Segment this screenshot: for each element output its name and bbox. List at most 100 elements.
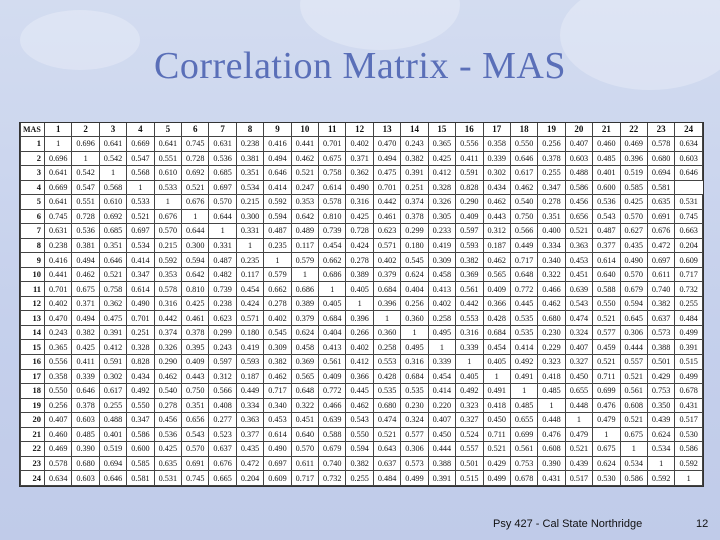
correlation-cell: 0.485 bbox=[509, 397, 539, 414]
correlation-cell: 0.521 bbox=[372, 426, 402, 443]
correlation-cell: 1 bbox=[400, 324, 429, 341]
correlation-cell: 0.750 bbox=[509, 208, 539, 225]
correlation-cell: 0.499 bbox=[482, 470, 511, 486]
row-label: 7 bbox=[20, 223, 45, 239]
correlation-cell: 0.117 bbox=[235, 266, 265, 283]
correlation-cell: 0.617 bbox=[98, 383, 128, 399]
correlation-cell: 0.753 bbox=[646, 383, 676, 399]
correlation-cell: 0.485 bbox=[592, 150, 621, 167]
correlation-cell: 0.591 bbox=[455, 165, 484, 181]
correlation-cell: 0.443 bbox=[181, 368, 210, 385]
correlation-cell: 0.557 bbox=[455, 441, 484, 457]
table-row: 23 0.578 0.680 0.694 0.585 0.635 0.691 0.676 0.4… bbox=[20, 455, 703, 472]
table-row: 10 0.441 0.462 0.521 0.347 0.353 0.642 0.482 0.1… bbox=[20, 266, 703, 283]
correlation-cell: 0.309 bbox=[263, 339, 292, 355]
table-row: 3 0.641 0.542 1 0.568 0.610 0.692 0.685 0.351 0.6… bbox=[20, 165, 703, 181]
correlation-cell: 0.641 bbox=[98, 136, 128, 152]
correlation-cell: 0.579 bbox=[290, 252, 320, 268]
row-label: 11 bbox=[20, 281, 45, 297]
correlation-cell: 0.566 bbox=[208, 383, 237, 399]
correlation-cell: 0.728 bbox=[181, 150, 210, 167]
correlation-cell: 0.454 bbox=[318, 237, 347, 254]
correlation-cell: 0.571 bbox=[235, 310, 265, 326]
correlation-cell: 0.117 bbox=[290, 237, 320, 254]
correlation-cell: 0.530 bbox=[674, 426, 703, 443]
correlation-cell: 0.530 bbox=[592, 470, 621, 486]
correlation-cell: 0.550 bbox=[43, 383, 73, 399]
correlation-cell: 0.521 bbox=[592, 310, 621, 326]
correlation-cell: 0.374 bbox=[400, 194, 429, 210]
correlation-cell: 0.414 bbox=[509, 339, 539, 355]
correlation-cell: 1 bbox=[619, 441, 648, 457]
correlation-cell: 0.485 bbox=[537, 383, 566, 399]
correlation-cell: 0.699 bbox=[509, 426, 539, 443]
correlation-cell: 0.351 bbox=[98, 237, 128, 254]
correlation-cell: 0.810 bbox=[181, 281, 210, 297]
correlation-cell: 0.448 bbox=[564, 397, 594, 414]
column-header: 6 bbox=[181, 123, 210, 137]
correlation-cell: 0.469 bbox=[43, 441, 73, 457]
correlation-cell: 0.536 bbox=[208, 150, 237, 167]
correlation-cell: 0.424 bbox=[345, 237, 374, 254]
correlation-cell: 0.229 bbox=[537, 339, 566, 355]
correlation-cell: 0.369 bbox=[290, 353, 320, 370]
correlation-cell: 0.389 bbox=[290, 295, 320, 312]
correlation-cell: 0.571 bbox=[372, 237, 402, 254]
correlation-cell: 0.561 bbox=[455, 281, 484, 297]
row-label: 19 bbox=[20, 397, 45, 414]
column-header: 24 bbox=[674, 123, 703, 137]
correlation-cell: 0.517 bbox=[674, 412, 703, 428]
correlation-cell: 0.428 bbox=[372, 368, 402, 385]
row-label: 16 bbox=[20, 353, 45, 370]
correlation-cell: 0.578 bbox=[153, 281, 183, 297]
correlation-cell: 0.444 bbox=[427, 441, 457, 457]
correlation-cell: 0.547 bbox=[126, 150, 155, 167]
column-header: 20 bbox=[564, 123, 594, 137]
correlation-cell: 1 bbox=[181, 208, 210, 225]
correlation-cell: 0.441 bbox=[43, 266, 73, 283]
correlation-cell: 0.608 bbox=[537, 441, 566, 457]
table-row: 1 1 0.696 0.641 0.669 0.641 0.745 0.631 0.238 0.4… bbox=[20, 136, 703, 152]
correlation-cell: 0.614 bbox=[126, 281, 155, 297]
correlation-cell: 0.634 bbox=[674, 136, 703, 152]
correlation-cell: 0.451 bbox=[290, 412, 320, 428]
correlation-cell: 0.570 bbox=[208, 194, 237, 210]
correlation-cell: 0.728 bbox=[345, 223, 374, 239]
correlation-cell: 1 bbox=[98, 165, 128, 181]
table-row: 21 0.460 0.485 0.401 0.586 0.536 0.543 0.523 0.3… bbox=[20, 426, 703, 443]
column-header: 11 bbox=[318, 123, 347, 137]
correlation-cell: 0.456 bbox=[153, 412, 183, 428]
correlation-cell: 0.425 bbox=[619, 194, 648, 210]
correlation-cell: 0.235 bbox=[263, 237, 292, 254]
correlation-cell: 0.413 bbox=[318, 339, 347, 355]
correlation-cell: 0.531 bbox=[674, 194, 703, 210]
correlation-cell: 0.694 bbox=[646, 165, 676, 181]
correlation-cell: 0.255 bbox=[537, 165, 566, 181]
correlation-cell: 0.594 bbox=[345, 441, 374, 457]
correlation-cell: 0.491 bbox=[509, 368, 539, 385]
correlation-cell: 0.692 bbox=[98, 208, 128, 225]
correlation-cell: 0.691 bbox=[181, 455, 210, 472]
correlation-cell: 0.642 bbox=[181, 266, 210, 283]
correlation-cell: 0.278 bbox=[263, 295, 292, 312]
correlation-cell: 0.363 bbox=[235, 412, 265, 428]
matrix-corner-label: MAS bbox=[20, 123, 45, 137]
correlation-cell: 0.494 bbox=[71, 252, 100, 268]
correlation-cell: 0.585 bbox=[619, 179, 648, 196]
table-row: 2 0.696 1 0.542 0.547 0.551 0.728 0.536 0.381 0.4… bbox=[20, 150, 703, 167]
correlation-cell: 0.381 bbox=[235, 150, 265, 167]
correlation-cell: 0.623 bbox=[372, 223, 402, 239]
correlation-cell: 0.351 bbox=[181, 397, 210, 414]
correlation-cell: 0.442 bbox=[455, 295, 484, 312]
correlation-cell: 0.479 bbox=[592, 412, 621, 428]
column-header: 8 bbox=[235, 123, 265, 137]
matrix-header: MAS 1 2 3 4 5 6 7 8 9 10 11 12 13 14 15 16 17 18 19 20 21 22 2… bbox=[20, 123, 703, 137]
correlation-cell: 0.425 bbox=[345, 208, 374, 225]
correlation-cell: 0.374 bbox=[153, 324, 183, 341]
correlation-cell: 0.685 bbox=[208, 165, 237, 181]
correlation-cell: 0.323 bbox=[537, 353, 566, 370]
correlation-cell: 0.565 bbox=[290, 368, 320, 385]
correlation-cell: 0.828 bbox=[126, 353, 155, 370]
correlation-cell: 0.581 bbox=[646, 179, 676, 196]
correlation-cell: 1 bbox=[564, 412, 594, 428]
